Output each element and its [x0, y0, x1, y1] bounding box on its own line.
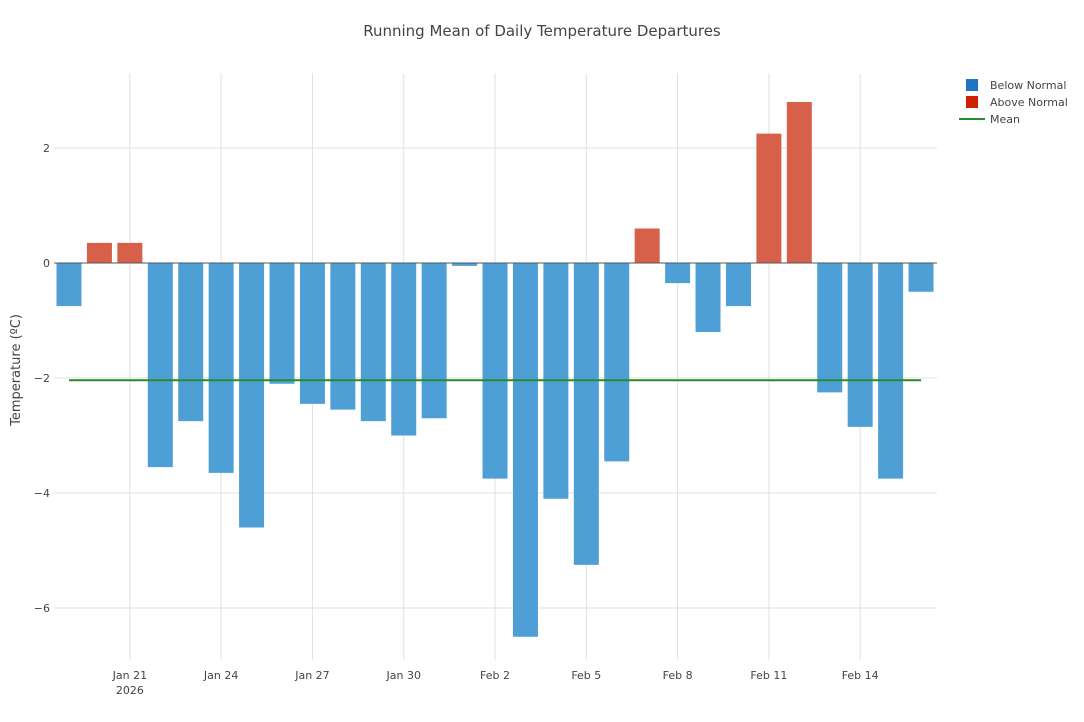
bar-below-normal	[847, 263, 873, 427]
legend-label: Mean	[990, 113, 1020, 126]
bar-below-normal	[178, 263, 204, 422]
legend-swatch	[966, 96, 978, 108]
bar-below-normal	[665, 263, 691, 284]
x-tick-label: Feb 14	[842, 669, 879, 682]
x-tick-label: Jan 21	[112, 669, 147, 682]
legend-item-above-normal[interactable]: Above Normal	[966, 96, 1068, 109]
legend-item-mean[interactable]: Mean	[959, 113, 1020, 126]
bar-below-normal	[269, 263, 295, 384]
x-tick-label: Jan 24	[203, 669, 238, 682]
bar-below-normal	[239, 263, 265, 528]
bar-below-normal	[908, 263, 934, 292]
bar-below-normal	[391, 263, 417, 436]
bar-below-normal	[208, 263, 234, 473]
bar-above-normal	[117, 242, 143, 263]
bar-below-normal	[360, 263, 386, 422]
x-ticks: Jan 21 2026 Jan 24 Jan 27 Jan 30 Feb 2 Feb 5 Fe…	[112, 669, 879, 697]
bar-below-normal	[482, 263, 508, 479]
bar-below-normal	[604, 263, 630, 462]
bar-below-normal	[512, 263, 538, 637]
bar-below-normal	[299, 263, 325, 404]
x-tick-label: Feb 5	[571, 669, 601, 682]
y-tick-label: 2	[43, 142, 50, 155]
bar-below-normal	[330, 263, 356, 410]
y-tick-label: −6	[34, 602, 50, 615]
bar-above-normal	[786, 102, 812, 263]
x-tick-label: Feb 11	[750, 669, 787, 682]
y-axis-label: Temperature (ºC)	[9, 314, 24, 427]
legend[interactable]: Below Normal Above Normal Mean	[959, 79, 1068, 126]
bars	[56, 102, 934, 637]
bar-below-normal	[725, 263, 751, 307]
bar-below-normal	[421, 263, 447, 419]
bar-below-normal	[452, 263, 478, 266]
legend-swatch	[966, 79, 978, 91]
bar-below-normal	[878, 263, 904, 479]
x-tick-label: Jan 27	[294, 669, 329, 682]
legend-item-below-normal[interactable]: Below Normal	[966, 79, 1066, 92]
chart-title: Running Mean of Daily Temperature Depart…	[363, 22, 721, 40]
bar-below-normal	[695, 263, 721, 332]
y-tick-label: −4	[34, 487, 50, 500]
bar-below-normal	[573, 263, 599, 565]
bar-below-normal	[147, 263, 173, 468]
x-tick-label: Feb 2	[480, 669, 510, 682]
bar-below-normal	[817, 263, 843, 393]
x-tick-label: Jan 30	[386, 669, 421, 682]
y-ticks: 2 0 −2 −4 −6	[34, 142, 50, 615]
bar-above-normal	[86, 242, 112, 263]
y-tick-label: 0	[43, 257, 50, 270]
bar-above-normal	[756, 133, 782, 263]
y-tick-label: −2	[34, 372, 50, 385]
bar-below-normal	[56, 263, 82, 307]
legend-label: Below Normal	[990, 79, 1066, 92]
legend-label: Above Normal	[990, 96, 1068, 109]
x-tick-label: Feb 8	[663, 669, 693, 682]
x-tick-sublabel: 2026	[116, 684, 144, 697]
bar-above-normal	[634, 228, 660, 263]
